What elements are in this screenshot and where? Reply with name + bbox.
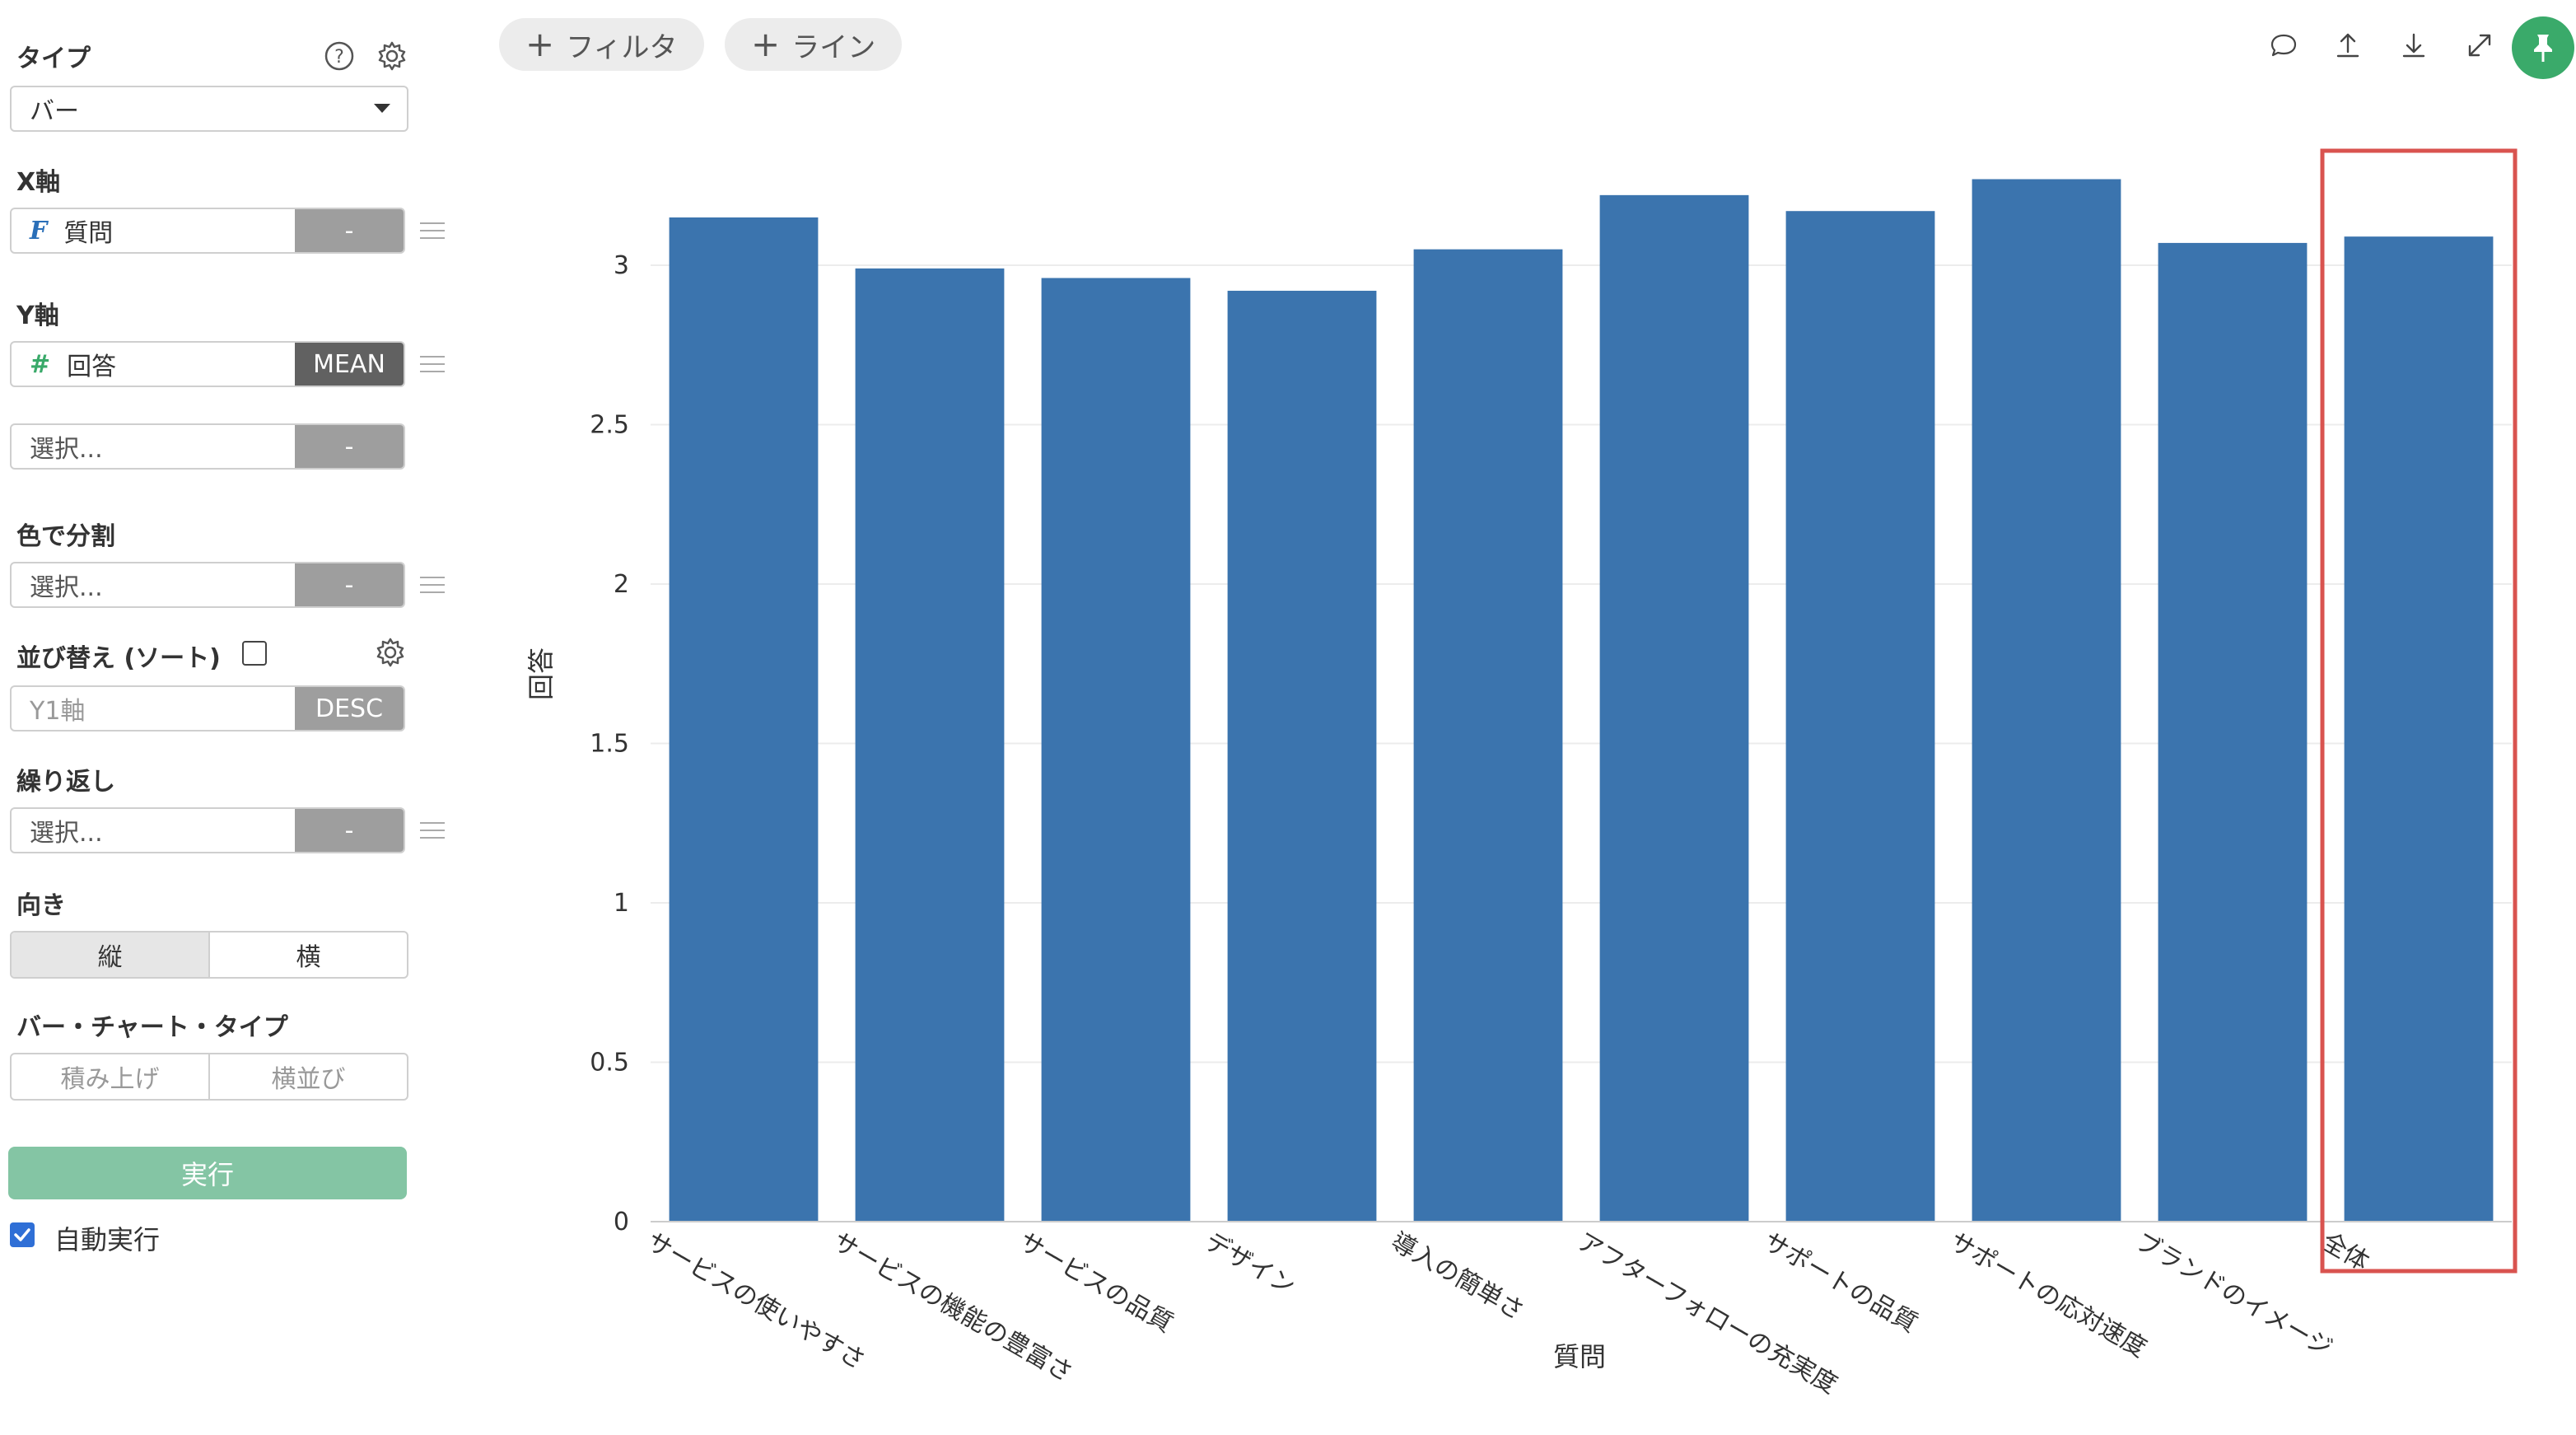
- sort-label: 並び替え (ソート): [16, 644, 221, 673]
- pin-icon: [2534, 35, 2552, 62]
- repeat-label: 繰り返し: [16, 768, 115, 797]
- x-tick-label: サポートの品質: [1758, 1227, 1922, 1339]
- pin-button[interactable]: [2512, 16, 2574, 79]
- x-axis-menu-icon[interactable]: [420, 222, 445, 242]
- checkmark-icon: [14, 1228, 30, 1241]
- repeat-aggregation-button[interactable]: -: [295, 809, 404, 852]
- y-axis-extra-field[interactable]: 選択... -: [10, 423, 405, 470]
- y-tick-label: 0.5: [590, 1049, 629, 1077]
- chart-type-select[interactable]: バー: [10, 86, 408, 132]
- color-split-menu-icon[interactable]: [420, 577, 445, 596]
- chevron-down-icon: [357, 103, 407, 115]
- x-tick-label: ブランドのイメージ: [2130, 1227, 2337, 1363]
- y-axis-menu-icon[interactable]: [420, 356, 445, 376]
- repeat-placeholder: 選択...: [30, 819, 103, 848]
- sort-field-placeholder: Y1軸: [30, 697, 86, 726]
- stacked-button[interactable]: 積み上げ: [60, 1065, 160, 1094]
- x-tick-label: サービスの品質: [1014, 1227, 1178, 1339]
- x-axis-label: X軸: [16, 168, 61, 197]
- sort-order-button[interactable]: DESC: [295, 687, 404, 730]
- add-filter-label: フィルタ: [566, 30, 678, 64]
- repeat-menu-icon[interactable]: [420, 822, 445, 842]
- y-tick-label: 0: [614, 1208, 629, 1236]
- y-axis-title: 回答: [525, 647, 557, 700]
- auto-run-checkbox[interactable]: [10, 1222, 35, 1247]
- orientation-label: 向き: [16, 891, 66, 920]
- add-filter-button[interactable]: + フィルタ: [499, 18, 704, 71]
- y-tick-label: 2: [614, 570, 629, 599]
- y-axis-field[interactable]: # 回答 MEAN: [10, 341, 405, 387]
- x-axis-field-name: 質問: [63, 219, 114, 248]
- color-split-placeholder: 選択...: [30, 573, 103, 602]
- y-axis-extra-aggregation-button[interactable]: -: [295, 425, 404, 468]
- auto-run-label: 自動実行: [54, 1224, 161, 1255]
- bar[interactable]: [669, 217, 819, 1222]
- bar-chart-type-toggle: 積み上げ 横並び: [10, 1053, 408, 1101]
- expand-icon[interactable]: [2459, 25, 2500, 66]
- add-line-label: ライン: [791, 30, 876, 64]
- y-axis-field-name: 回答: [67, 353, 117, 381]
- y-tick-label: 1: [614, 889, 629, 918]
- plus-icon: +: [525, 24, 555, 64]
- orientation-vertical-button[interactable]: 縦: [12, 933, 208, 977]
- run-button[interactable]: 実行: [8, 1147, 407, 1199]
- orientation-toggle: 縦 横: [10, 931, 408, 979]
- numeric-type-icon: #: [30, 349, 51, 379]
- gear-icon[interactable]: [376, 40, 408, 72]
- comment-icon[interactable]: [2263, 25, 2304, 66]
- bar[interactable]: [2344, 236, 2494, 1222]
- sort-checkbox[interactable]: [242, 641, 267, 666]
- bar[interactable]: [1972, 179, 2121, 1222]
- help-icon[interactable]: ?: [323, 40, 356, 72]
- x-axis-field[interactable]: F 質問 -: [10, 208, 405, 254]
- y-axis-label: Y軸: [16, 301, 59, 330]
- color-split-label: 色で分割: [16, 522, 115, 551]
- repeat-field[interactable]: 選択... -: [10, 807, 405, 853]
- download-icon[interactable]: [2393, 25, 2434, 66]
- bar[interactable]: [1413, 249, 1563, 1222]
- x-tick-label: 導入の簡単さ: [1386, 1227, 1528, 1326]
- x-tick-label: デザイン: [1200, 1227, 1300, 1302]
- bar[interactable]: [855, 268, 1005, 1222]
- y-tick-label: 3: [614, 251, 629, 280]
- sort-gear-icon[interactable]: [374, 636, 407, 669]
- y-axis-aggregation-button[interactable]: MEAN: [295, 343, 404, 386]
- y-tick-label: 1.5: [590, 730, 629, 759]
- sort-field[interactable]: Y1軸 DESC: [10, 685, 405, 732]
- add-line-button[interactable]: + ライン: [725, 18, 903, 71]
- x-axis-title: 質問: [1553, 1341, 1606, 1372]
- color-split-field[interactable]: 選択... -: [10, 562, 405, 608]
- chart-type-value: バー: [30, 97, 79, 126]
- bar[interactable]: [1785, 211, 1935, 1222]
- color-split-aggregation-button[interactable]: -: [295, 563, 404, 606]
- upload-icon[interactable]: [2327, 25, 2368, 66]
- bar[interactable]: [1227, 290, 1377, 1222]
- svg-text:?: ?: [334, 47, 344, 68]
- x-axis-aggregation-button[interactable]: -: [295, 209, 404, 252]
- y-tick-label: 2.5: [590, 411, 629, 440]
- bar[interactable]: [1041, 278, 1191, 1222]
- highlight-box: [2320, 148, 2518, 1274]
- grouped-button[interactable]: 横並び: [208, 1054, 407, 1099]
- bar-chart-type-label: バー・チャート・タイプ: [16, 1013, 288, 1042]
- orientation-horizontal-button[interactable]: 横: [208, 933, 407, 977]
- bar[interactable]: [1599, 194, 1749, 1222]
- bar[interactable]: [2158, 242, 2308, 1222]
- y-axis-extra-placeholder: 選択...: [30, 435, 103, 464]
- factor-type-icon: F: [30, 216, 48, 245]
- x-tick-label: サポートの応対速度: [1944, 1227, 2151, 1363]
- plus-icon: +: [751, 24, 781, 64]
- type-label: タイプ: [16, 44, 91, 73]
